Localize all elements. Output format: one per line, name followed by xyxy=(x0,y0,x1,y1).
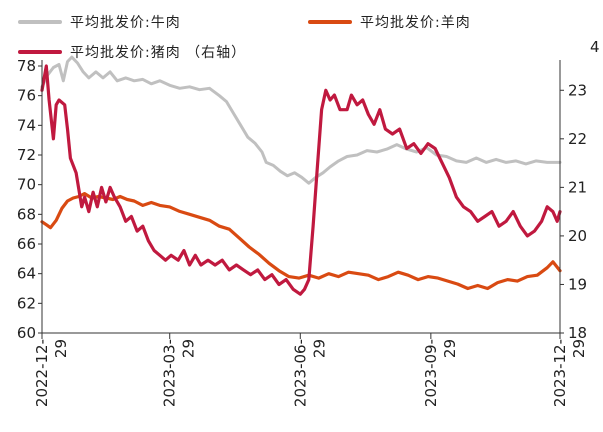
x-tick-label-line1: 2023-12- xyxy=(551,339,569,407)
x-tick-label-line2: 29 xyxy=(180,339,198,358)
y-right-tick-label: 21 xyxy=(568,178,587,196)
y-right-tick-label: 19 xyxy=(568,275,587,293)
y-left-tick-label: 70 xyxy=(17,176,36,194)
x-tick-label-line1: 2022-12- xyxy=(33,339,51,407)
y-left-tick-label: 74 xyxy=(17,116,36,134)
legend-swatch-pork xyxy=(18,50,62,54)
axes-layer: 60 62 64 66 68 70 72 74 76 78 18 19 20 21 22 23 4 2022-12… xyxy=(17,38,600,407)
legend-label-mutton: 平均批发价:羊肉 xyxy=(360,15,471,31)
x-tick-label-line2: 29 xyxy=(52,339,70,358)
x-tick-label-line1: 2023-03- xyxy=(161,339,179,407)
legend-label-beef: 平均批发价:牛肉 xyxy=(70,15,181,31)
legend-item-pork: 平均批发价:猪肉 （右轴） xyxy=(18,42,246,62)
y-left-tick-label: 78 xyxy=(17,57,36,75)
legend-swatch-beef xyxy=(18,20,62,24)
y-left-tick-label: 62 xyxy=(17,294,36,312)
x-tick-label-line1: 2023-06- xyxy=(291,339,309,407)
x-tick-label-line1: 2023-09- xyxy=(422,339,440,407)
x-tick-label-line2: 29 xyxy=(310,339,328,358)
y-right-top-label: 4 xyxy=(590,38,600,56)
y-right-tick-label: 22 xyxy=(568,130,587,148)
series-line-2 xyxy=(40,64,562,296)
legend-swatch-mutton xyxy=(308,20,352,24)
y-left-tick-label: 68 xyxy=(17,205,36,223)
series-line-0 xyxy=(40,55,562,185)
y-left-tick-label: 60 xyxy=(17,324,36,342)
y-left-tick-label: 66 xyxy=(17,235,36,253)
series-layer xyxy=(40,55,562,296)
legend-label-pork: 平均批发价:猪肉 （右轴） xyxy=(70,45,247,61)
x-tick-label-line2: 29 xyxy=(441,339,459,358)
legend-item-mutton: 平均批发价:羊肉 xyxy=(308,12,471,32)
y-right-tick-label: 20 xyxy=(568,227,587,245)
y-right-tick-label: 23 xyxy=(568,81,587,99)
y-left-tick-label: 64 xyxy=(17,265,36,283)
y-right-tick-label: 18 xyxy=(568,324,587,342)
y-left-tick-label: 76 xyxy=(17,87,36,105)
legend-item-beef: 平均批发价:牛肉 xyxy=(18,12,181,32)
x-tick-label-line2: 29 xyxy=(570,339,588,358)
series-line-1 xyxy=(40,192,562,291)
y-left-tick-label: 72 xyxy=(17,146,36,164)
